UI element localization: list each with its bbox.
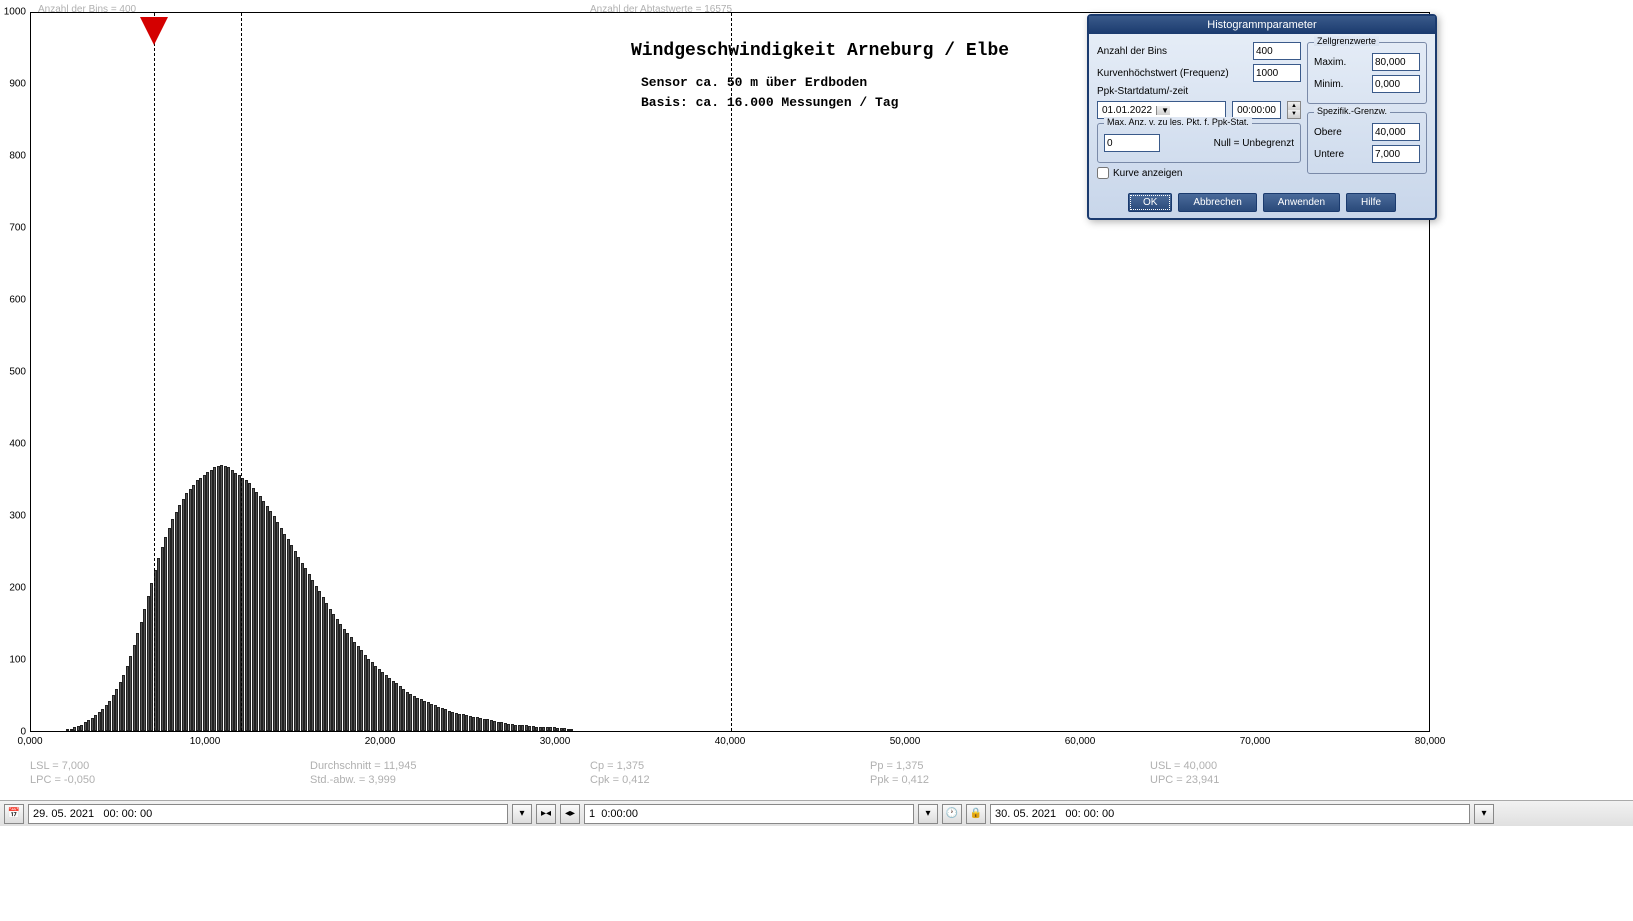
spec-limits-legend: Spezifik.-Grenzw.	[1314, 106, 1390, 116]
ok-button[interactable]: OK	[1128, 193, 1172, 212]
histogram-params-dialog: Histogrammparameter Anzahl der Bins Kurv…	[1087, 14, 1437, 220]
help-button[interactable]: Hilfe	[1346, 193, 1396, 212]
upper-spec-label: Obere	[1314, 127, 1372, 138]
lock-icon[interactable]: 🔒	[966, 804, 986, 824]
duration-input[interactable]	[584, 804, 914, 824]
dropdown-icon-2[interactable]: ▾	[918, 804, 938, 824]
x-axis: 0,00010,00020,00030,00040,00050,00060,00…	[30, 732, 1430, 752]
apply-button[interactable]: Anwenden	[1263, 193, 1340, 212]
chart-title: Windgeschwindigkeit Arneburg / Elbe	[631, 41, 1009, 61]
y-axis: 01002003004005006007008009001000	[0, 12, 28, 732]
max-points-input[interactable]	[1104, 134, 1160, 152]
stat-avg: Durchschnitt = 11,945	[310, 760, 417, 772]
stat-upc: UPC = 23,941	[1150, 774, 1219, 786]
ppk-time-value: 00:00:00	[1233, 105, 1280, 116]
peak-input[interactable]	[1253, 64, 1301, 82]
stat-cpk: Cpk = 0,412	[590, 774, 650, 786]
bins-label: Anzahl der Bins	[1097, 46, 1253, 57]
dialog-title: Histogrammparameter	[1089, 16, 1435, 34]
step-in-icon[interactable]: ▸◂	[536, 804, 556, 824]
dropdown-icon[interactable]: ▾	[512, 804, 532, 824]
bins-input[interactable]	[1253, 42, 1301, 60]
min-limit-input[interactable]	[1372, 75, 1420, 93]
stat-lpc: LPC = -0,050	[30, 774, 95, 786]
step-out-icon[interactable]: ◂▸	[560, 804, 580, 824]
chevron-down-icon: ▼	[1156, 106, 1170, 115]
show-curve-label: Kurve anzeigen	[1113, 168, 1183, 179]
peak-label: Kurvenhöchstwert (Frequenz)	[1097, 68, 1253, 79]
stat-cp: Cp = 1,375	[590, 760, 644, 772]
stat-std: Std.-abw. = 3,999	[310, 774, 396, 786]
calendar-icon[interactable]: 📅	[4, 804, 24, 824]
max-limit-label: Maxim.	[1314, 57, 1372, 68]
cancel-button[interactable]: Abbrechen	[1178, 193, 1256, 212]
max-group-legend: Max. Anz. v. zu les. Pkt. f. Ppk-Stat.	[1104, 117, 1252, 127]
dropdown-icon-3[interactable]: ▾	[1474, 804, 1494, 824]
time-spinner[interactable]: ▲▼	[1287, 101, 1301, 119]
stat-lsl: LSL = 7,000	[30, 760, 89, 772]
chart-subtitle-1: Sensor ca. 50 m über Erdboden	[641, 75, 867, 90]
time-toolbar: 📅 ▾ ▸◂ ◂▸ ▾ 🕐 🔒 ▾	[0, 800, 1633, 826]
lower-spec-input[interactable]	[1372, 145, 1420, 163]
lower-spec-label: Untere	[1314, 149, 1372, 160]
ppk-date-value: 01.01.2022	[1098, 105, 1156, 116]
show-curve-checkbox[interactable]	[1097, 167, 1109, 179]
null-unlimited-label: Null = Unbegrenzt	[1160, 138, 1294, 149]
stat-usl: USL = 40,000	[1150, 760, 1217, 772]
max-limit-input[interactable]	[1372, 53, 1420, 71]
ppk-date-label: Ppk-Startdatum/-zeit	[1097, 86, 1301, 97]
limit-marker-icon[interactable]	[140, 17, 168, 45]
date-from-input[interactable]	[28, 804, 508, 824]
clock-icon[interactable]: 🕐	[942, 804, 962, 824]
date-to-input[interactable]	[990, 804, 1470, 824]
stat-ppk: Ppk = 0,412	[870, 774, 929, 786]
cell-limits-legend: Zellgrenzwerte	[1314, 36, 1379, 46]
chart-subtitle-2: Basis: ca. 16.000 Messungen / Tag	[641, 95, 898, 110]
stat-pp: Pp = 1,375	[870, 760, 924, 772]
min-limit-label: Minim.	[1314, 79, 1372, 90]
upper-spec-input[interactable]	[1372, 123, 1420, 141]
